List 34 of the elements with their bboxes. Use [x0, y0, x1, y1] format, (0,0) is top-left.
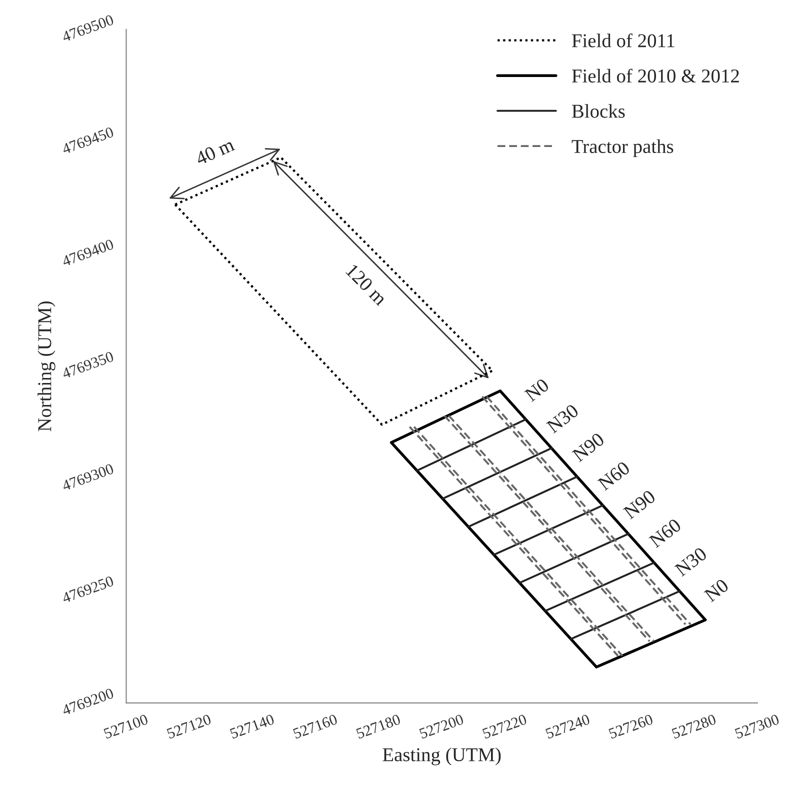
- legend-label: Field of 2010 & 2012: [572, 68, 739, 83]
- y-tick-label: 4769500: [61, 14, 114, 42]
- y-tick-label: 4769250: [61, 576, 114, 604]
- y-tick-label: 4769350: [61, 351, 114, 379]
- y-tick-label: 4769300: [61, 463, 114, 492]
- x-axis-title: Easting (UTM): [382, 748, 501, 766]
- x-tick-label: 527120: [166, 714, 212, 739]
- legend-label: Tractor paths: [572, 139, 674, 158]
- x-tick-label: 527300: [734, 714, 780, 739]
- annotation: N60: [648, 518, 682, 548]
- y-axis-title: Northing (UTM): [38, 301, 56, 432]
- y-tick-label: 4769200: [61, 688, 114, 716]
- annotation: N90: [572, 432, 606, 462]
- x-tick-label: 527140: [230, 714, 275, 739]
- y-tick-label: 4769450: [61, 126, 114, 154]
- annotation: N30: [674, 546, 708, 577]
- legend-label: Blocks: [572, 104, 625, 118]
- annotation: N0: [524, 378, 550, 402]
- legend-label: Field of 2011: [572, 33, 674, 48]
- x-tick-label: 527160: [292, 714, 338, 739]
- annotation: N90: [622, 489, 656, 520]
- x-tick-label: 527280: [671, 714, 717, 739]
- annotation: N0: [704, 578, 730, 602]
- x-tick-label: 527180: [356, 714, 402, 739]
- annotation: 40 m: [194, 138, 236, 166]
- x-tick-label: 527240: [545, 714, 590, 739]
- x-tick-label: 527220: [482, 714, 528, 739]
- annotation: N60: [597, 460, 631, 491]
- x-tick-label: 527100: [103, 714, 149, 739]
- x-tick-label: 527200: [418, 714, 464, 739]
- y-tick-label: 4769400: [61, 238, 114, 267]
- annotation: N30: [546, 404, 580, 434]
- annotation: 120 m: [345, 264, 388, 306]
- x-tick-label: 527260: [608, 714, 654, 739]
